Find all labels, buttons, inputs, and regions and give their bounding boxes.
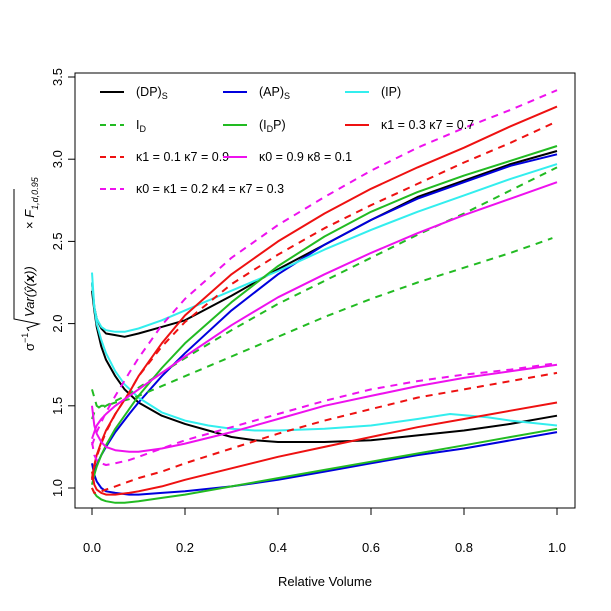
x-tick-label: 0.8 (455, 540, 473, 555)
y-title-F-sub: 1,d,0.95 (30, 176, 40, 210)
y-tick-label: 1.5 (50, 397, 65, 415)
series-line-6-lower (91, 401, 558, 496)
legend-label: κ0 = κ1 = 0.2 κ4 = κ7 = 0.3 (136, 182, 284, 196)
y-title-sigma-exp: −1 (20, 333, 30, 343)
legend-label: (AP)S (259, 85, 290, 101)
y-tick-label: 3.0 (50, 150, 65, 168)
series-line-8-lower (91, 363, 558, 453)
y-tick-label: 2.0 (50, 315, 65, 333)
y-axis-title-factor: × F1,d,0.95 (22, 176, 40, 229)
series-line-4-upper (91, 166, 558, 411)
legend-label: κ0 = 0.9 κ8 = 0.1 (259, 150, 352, 164)
series-line-9-upper (91, 89, 558, 446)
x-axis: 0.0 0.2 0.4 0.6 0.8 1.0 (83, 507, 566, 555)
y-title-close: )) (22, 266, 37, 277)
series-line-4-lower (91, 237, 553, 420)
legend-entry-k0k1k4k7: κ0 = κ1 = 0.2 κ4 = κ7 = 0.3 (100, 182, 284, 196)
y-tick-label: 2.5 (50, 232, 65, 250)
legend-entry-aps: (AP)S (223, 85, 290, 101)
y-title-radical-sign (13, 189, 41, 332)
legend-entry-idp: (IDP) (223, 118, 286, 134)
legend-entry-k0k8: κ0 = 0.9 κ8 = 0.1 (223, 150, 352, 164)
series-line-5-upper (91, 145, 558, 485)
series-line-6-upper (91, 105, 558, 479)
series-line-8-upper (91, 181, 558, 440)
y-title-x: x (22, 274, 37, 283)
y-tick-label: 1.0 (50, 479, 65, 497)
y-title-var: Var( (22, 291, 37, 317)
legend-entry-k1k7a: κ1 = 0.3 κ7 = 0.7 (345, 118, 474, 132)
series-line-5-lower (91, 427, 558, 504)
x-tick-label: 0.6 (362, 540, 380, 555)
legend-entry-ip: (IP) (345, 85, 401, 99)
legend-label: (IP) (381, 85, 401, 99)
legend-label: ID (136, 118, 146, 134)
x-tick-label: 0.4 (269, 540, 287, 555)
series-line-3-lower (91, 282, 558, 432)
y-tick-label: 3.5 (50, 68, 65, 86)
x-tick-label: 0.0 (83, 540, 101, 555)
series-line-1-lower (91, 290, 558, 443)
legend-label: κ1 = 0.1 κ7 = 0.9 (136, 150, 229, 164)
series-line-3-upper (91, 163, 558, 333)
y-title-F: F (22, 209, 37, 218)
x-axis-title: Relative Volume (278, 574, 372, 589)
legend-entry-k1k7b: κ1 = 0.1 κ7 = 0.9 (100, 150, 229, 164)
legend-entry-dps: (DP)S (100, 85, 168, 101)
y-title-yhat: ŷ (22, 285, 37, 294)
y-axis-title-radicand: Var(ŷ(x)) (22, 266, 37, 317)
legend-label: (IDP) (259, 118, 286, 134)
y-title-paren: ( (22, 280, 37, 286)
y-axis-title-sigma: σ−1 (20, 333, 37, 351)
y-axis: 1.0 1.5 2.0 2.5 3.0 3.5 (50, 68, 76, 497)
legend-label: κ1 = 0.3 κ7 = 0.7 (381, 118, 474, 132)
x-tick-label: 0.2 (176, 540, 194, 555)
legend: (DP)S (AP)S (IP) ID (IDP) κ1 = 0.3 κ7 = 0.7 κ1… (100, 85, 474, 196)
series-line-2-lower (91, 431, 558, 496)
y-title-times: × (22, 218, 37, 229)
x-tick-label: 1.0 (548, 540, 566, 555)
series-layer (91, 89, 558, 504)
series-line-7-upper (91, 120, 558, 480)
y-title-sigma: σ (22, 343, 37, 351)
legend-entry-id: ID (100, 118, 146, 134)
y-axis-title: σ−1 Var(ŷ(x)) × F1,d,0.95 (13, 176, 41, 351)
legend-label: (DP)S (136, 85, 168, 101)
